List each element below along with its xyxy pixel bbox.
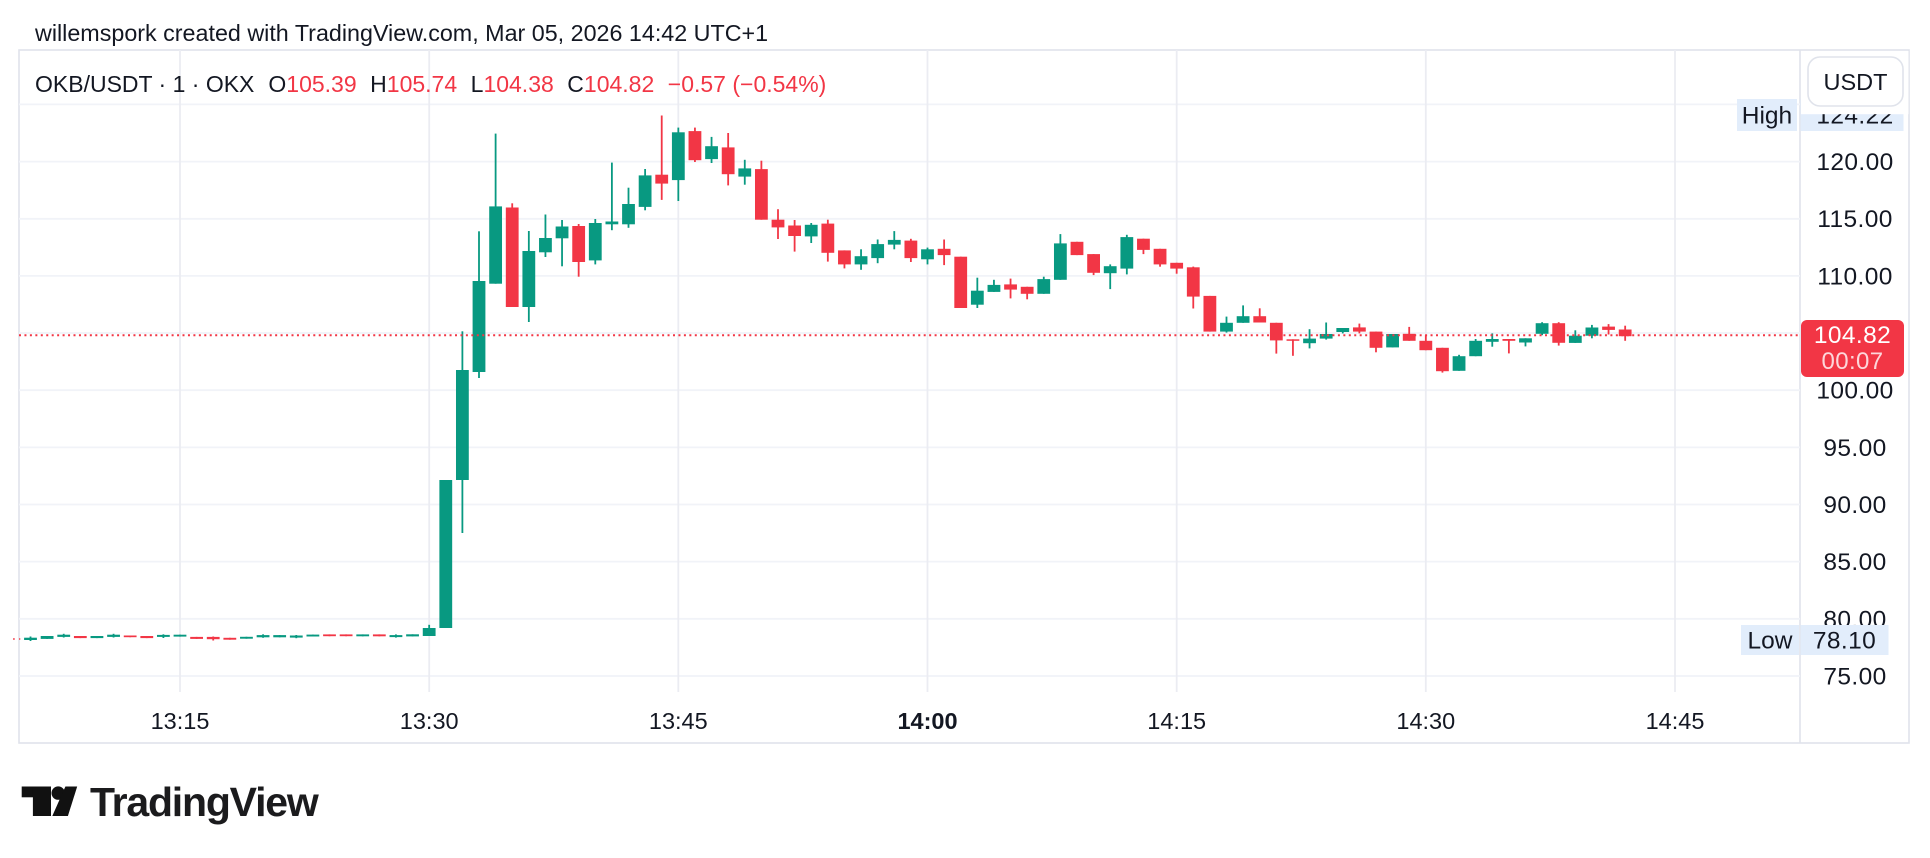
svg-text:104.82: 104.82 [1814, 322, 1891, 349]
svg-text:14:00: 14:00 [897, 708, 957, 734]
svg-text:90.00: 90.00 [1823, 492, 1886, 519]
svg-text:USDT: USDT [1824, 69, 1888, 95]
svg-text:120.00: 120.00 [1816, 149, 1893, 176]
svg-text:willemspork created with Tradi: willemspork created with TradingView.com… [34, 20, 768, 46]
svg-text:13:30: 13:30 [400, 708, 459, 734]
svg-text:78.10: 78.10 [1813, 628, 1876, 655]
svg-text:14:30: 14:30 [1396, 708, 1455, 734]
svg-text:13:15: 13:15 [151, 708, 210, 734]
svg-text:High: High [1742, 103, 1792, 130]
svg-text:85.00: 85.00 [1823, 549, 1886, 576]
svg-text:TradingView: TradingView [90, 779, 319, 825]
svg-text:100.00: 100.00 [1816, 378, 1893, 405]
svg-text:14:15: 14:15 [1147, 708, 1206, 734]
svg-text:110.00: 110.00 [1817, 263, 1893, 290]
svg-text:115.00: 115.00 [1817, 206, 1893, 233]
svg-text:00:07: 00:07 [1821, 348, 1883, 375]
svg-text:Low: Low [1748, 628, 1793, 655]
svg-text:14:45: 14:45 [1646, 708, 1705, 734]
svg-text:95.00: 95.00 [1823, 435, 1886, 462]
svg-text:75.00: 75.00 [1823, 664, 1886, 691]
svg-text:13:45: 13:45 [649, 708, 708, 734]
